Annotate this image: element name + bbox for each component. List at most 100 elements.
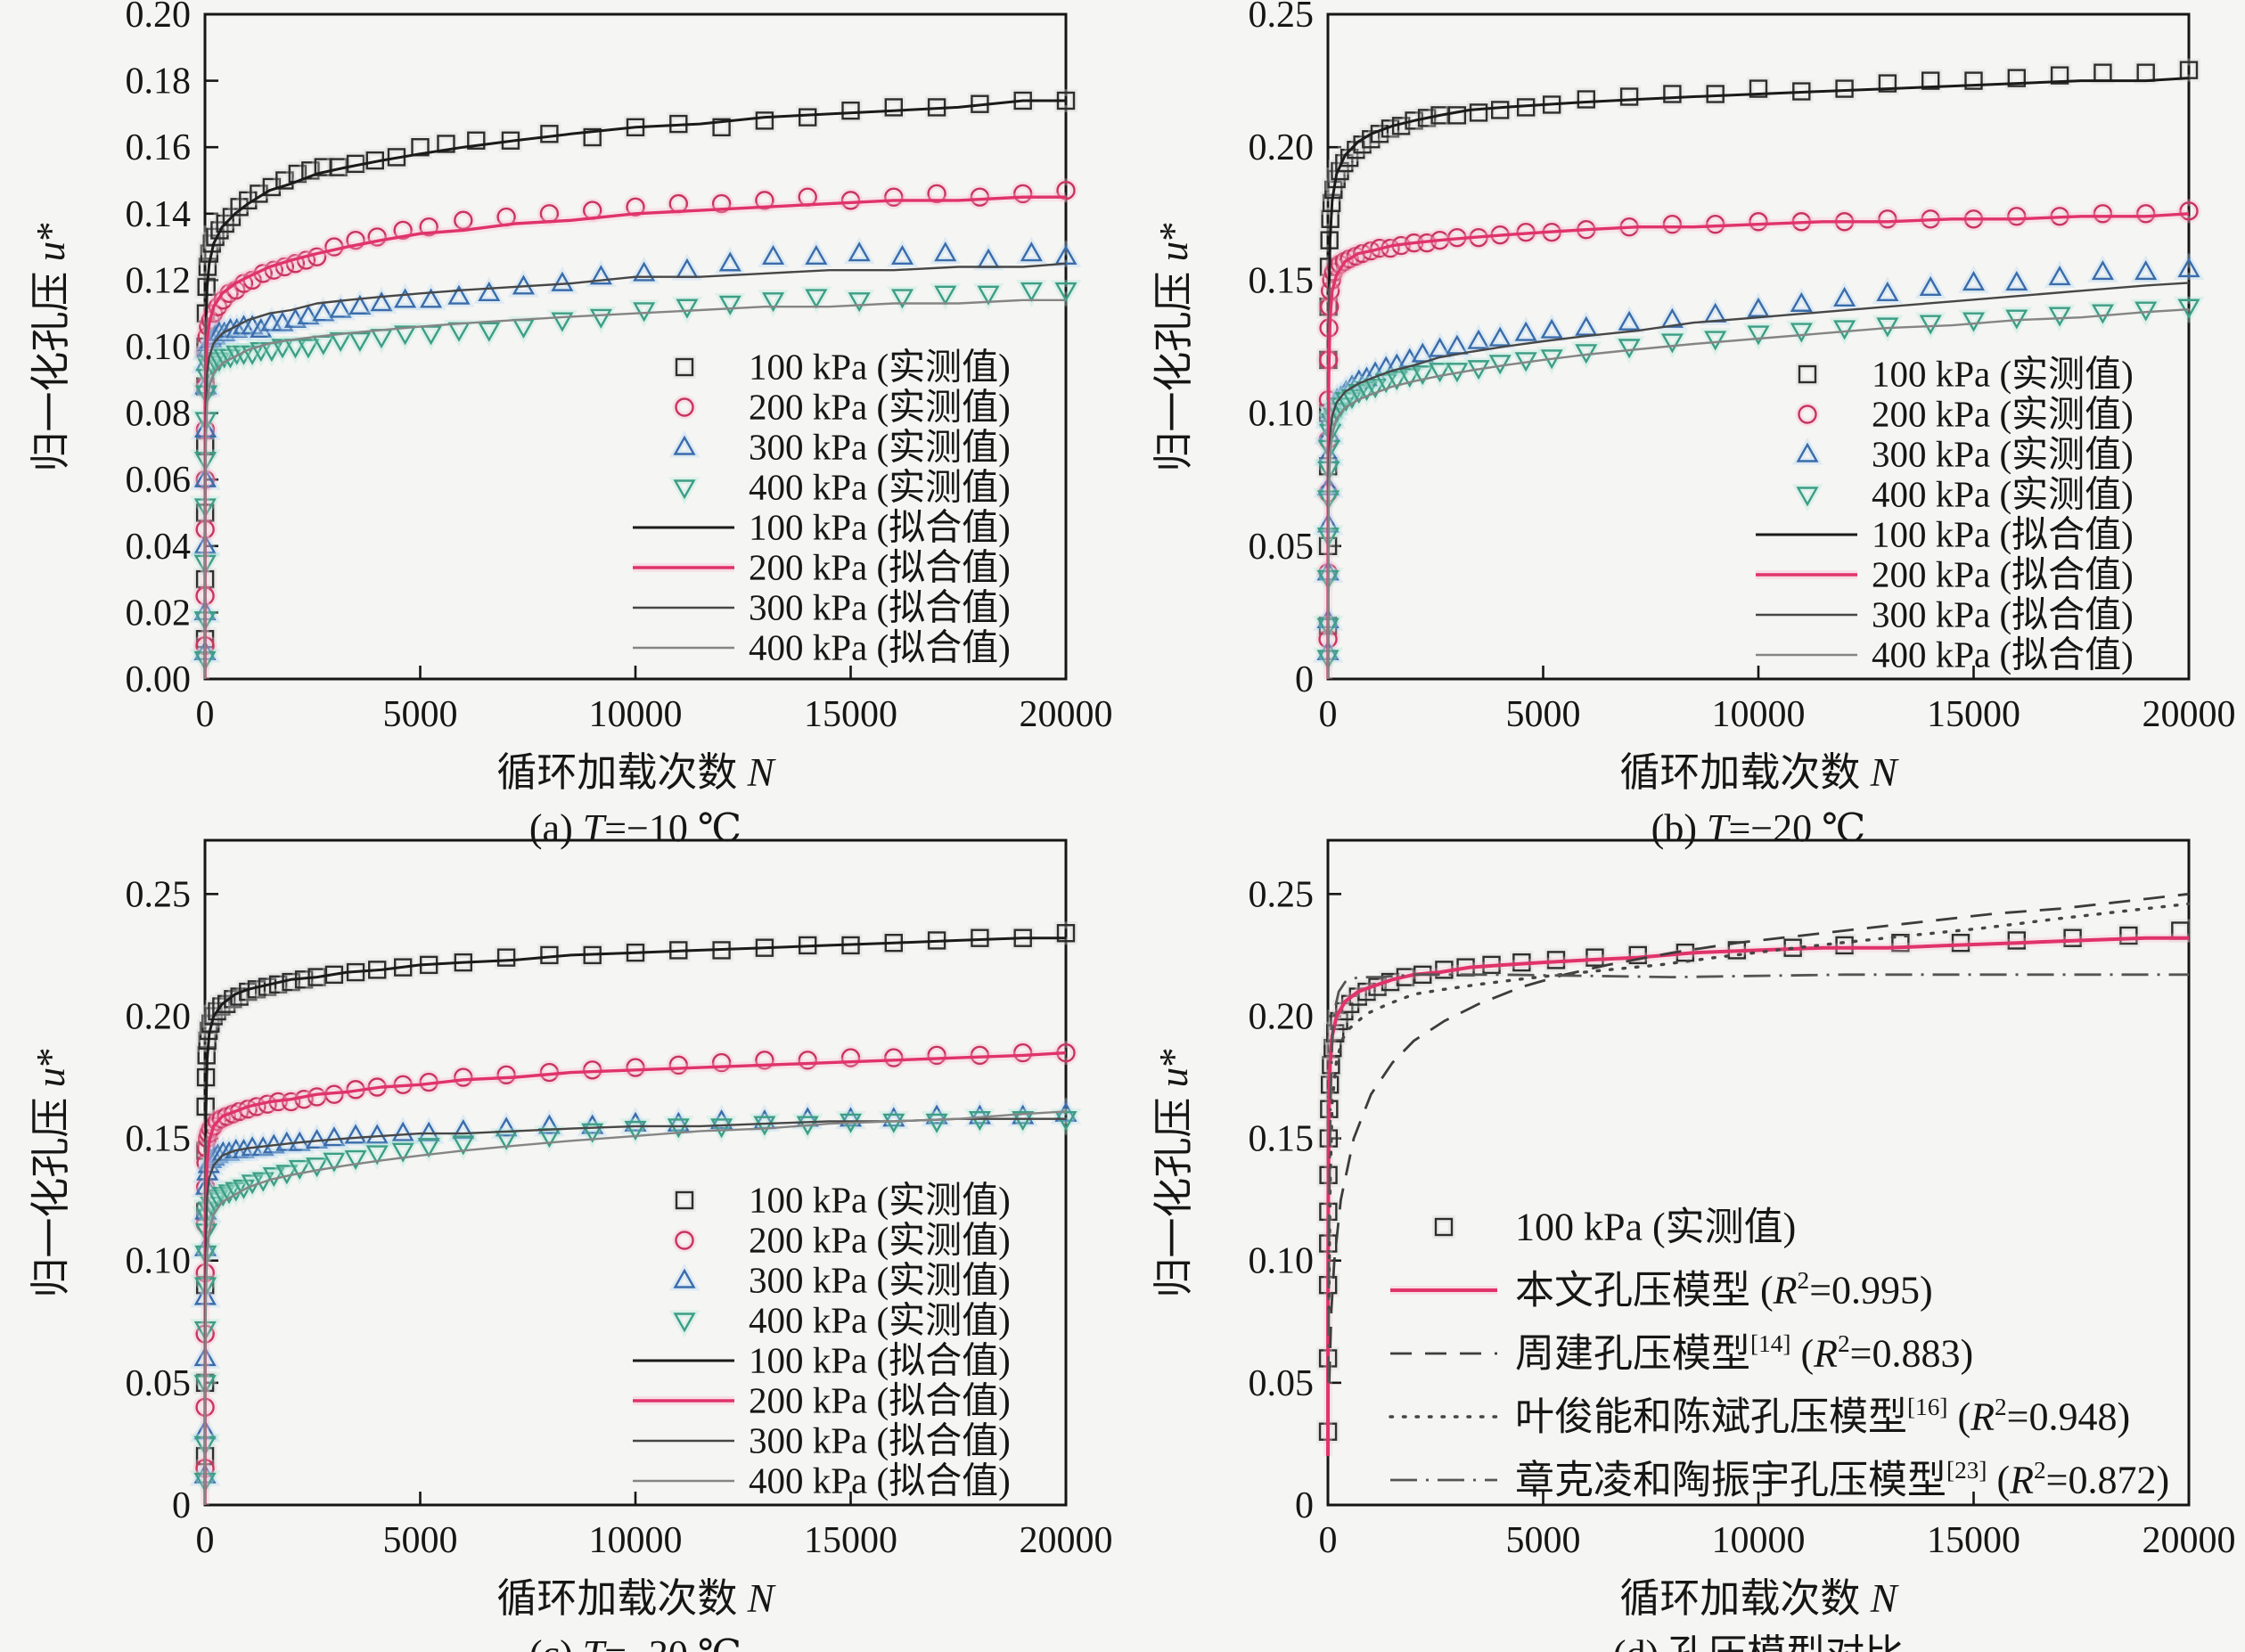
legend-item-zhangkeling-taozhenyu-model: 章克凌和陶振宇孔压模型[23] (R2=0.872)	[1389, 1457, 2169, 1502]
legend-label: 400 kPa (实测值)	[1872, 474, 2134, 515]
legend-label: 100 kPa (实测值)	[1515, 1206, 1796, 1249]
y-tick-label: 0.10	[1248, 394, 1314, 435]
legend-label: 300 kPa (实测值)	[1872, 434, 2134, 475]
x-axis-label: 循环加载次数 N	[496, 750, 776, 795]
panel-caption: (b) T=−20 ℃	[1651, 806, 1865, 850]
y-axis-label: 归一化孔压 u*	[1151, 1047, 1196, 1297]
legend-item-200kpa-measured: 200 kPa (实测值)	[672, 1220, 1011, 1261]
y-tick-label: 0.15	[1248, 260, 1314, 301]
legend-item-200kpa-fitted: 200 kPa (拟合值)	[633, 1380, 1011, 1421]
legend-item-400kpa-fitted: 400 kPa (拟合值)	[633, 1460, 1011, 1501]
panel-caption: (c) T=−30 ℃	[529, 1632, 742, 1652]
series-300kpa-fitted	[203, 262, 1067, 680]
x-tick-label: 5000	[383, 1520, 458, 1561]
legend-label: 400 kPa (实测值)	[749, 1300, 1011, 1341]
series-200kpa-fitted	[1323, 209, 2189, 680]
legend-label: 100 kPa (拟合值)	[1872, 514, 2134, 555]
legend-item-300kpa-fitted: 300 kPa (拟合值)	[633, 587, 1011, 628]
series-zhoujian-model	[1327, 892, 2189, 1383]
legend-item-100kpa-fitted: 100 kPa (拟合值)	[633, 507, 1011, 548]
y-tick-label: 0.05	[1248, 527, 1314, 568]
series-yejunneng-chenbin-model	[1326, 902, 2191, 1312]
series-400kpa-fitted	[203, 299, 1066, 680]
y-tick-label: 0.20	[126, 996, 192, 1037]
y-tick-label: 0.10	[1248, 1241, 1314, 1282]
series-200kpa-fitted	[201, 192, 1066, 680]
legend-item-300kpa-measured: 300 kPa (实测值)	[668, 1260, 1011, 1301]
axis: 0 5000 10000 15000 20000 0 0.05 0.10 0.15 0.20 0.2…	[1151, 838, 2235, 1652]
series-100kpa-fitted	[1326, 77, 2189, 680]
legend-item-200kpa-fitted: 200 kPa (拟合值)	[1755, 554, 2134, 595]
legend-label: 100 kPa (拟合值)	[749, 507, 1011, 548]
legend-label: 300 kPa (实测值)	[749, 427, 1011, 468]
series-100kpa-fitted	[203, 99, 1066, 680]
panel-d: 0 5000 10000 15000 20000 0 0.05 0.10 0.15 0.20 0.2…	[1123, 826, 2245, 1652]
y-tick-label: 0.20	[1248, 996, 1314, 1037]
x-axis-label: 循环加载次数 N	[496, 1576, 776, 1621]
legend-label: 200 kPa (拟合值)	[1872, 554, 2134, 595]
axis: 0 5000 10000 15000 20000 0 0.05 0.10 0.15 0.20 0.2…	[29, 838, 1113, 1652]
series-layer	[1312, 58, 2204, 680]
panel-a: 0 5000 10000 15000 20000 0.00 0.02 0.04 0.06 0.08…	[0, 0, 1122, 850]
legend-item-400kpa-fitted: 400 kPa (拟合值)	[1755, 634, 2134, 675]
series-layer	[1315, 892, 2192, 1457]
legend-label: 200 kPa (实测值)	[1872, 394, 2134, 435]
series-400kpa-fitted	[203, 1110, 1067, 1506]
y-tick-label: 0.18	[126, 61, 192, 102]
y-tick-label: 0.05	[126, 1363, 192, 1404]
legend-item-400kpa-fitted: 400 kPa (拟合值)	[633, 627, 1011, 668]
y-tick-label: 0.05	[1248, 1363, 1314, 1404]
legend-label: 200 kPa (实测值)	[749, 1220, 1011, 1261]
x-tick-label: 15000	[1927, 1520, 2020, 1561]
legend-item-100kpa-measured: 100 kPa (实测值)	[673, 347, 1011, 388]
y-tick-label: 0.15	[1248, 1119, 1314, 1160]
legend-item-300kpa-measured: 300 kPa (实测值)	[668, 427, 1011, 468]
series-100kpa-measured	[1315, 919, 2192, 1443]
chart-a: 0 5000 10000 15000 20000 0.00 0.02 0.04 0.06 0.08…	[29, 0, 1113, 850]
x-axis-label: 循环加载次数 N	[1619, 750, 1899, 795]
x-tick-label: 5000	[383, 694, 458, 735]
x-tick-label: 20000	[1020, 694, 1113, 735]
panel-b: 0 5000 10000 15000 20000 0 0.05 0.10 0.15 0.20 0.2…	[1123, 0, 2245, 850]
y-tick-label: 0.02	[126, 593, 192, 634]
x-tick-label: 20000	[2142, 1520, 2235, 1561]
panel-caption: (d) 孔压模型对比	[1612, 1632, 1903, 1652]
y-tick-label: 0.12	[126, 260, 192, 301]
y-tick-label: 0.08	[126, 394, 192, 435]
legend-item-200kpa-measured: 200 kPa (实测值)	[672, 387, 1011, 428]
y-tick-label: 0	[172, 1485, 191, 1526]
legend-label: 100 kPa (实测值)	[749, 1180, 1011, 1221]
legend-label: 400 kPa (拟合值)	[749, 1460, 1011, 1501]
legend-item-300kpa-fitted: 300 kPa (拟合值)	[1755, 594, 2134, 635]
legend-item-200kpa-measured: 200 kPa (实测值)	[1795, 394, 2134, 435]
legend-item-200kpa-fitted: 200 kPa (拟合值)	[633, 547, 1011, 588]
y-tick-label: 0	[1295, 1485, 1314, 1526]
legend-item-100kpa-measured: 100 kPa (实测值)	[1431, 1206, 1796, 1249]
chart-c: 0 5000 10000 15000 20000 0 0.05 0.10 0.15 0.20 0.2…	[29, 838, 1113, 1652]
legend-label: 400 kPa (拟合值)	[1872, 634, 2134, 675]
series-400kpa-fitted	[1326, 308, 2189, 680]
y-axis-label: 归一化孔压 u*	[29, 1047, 73, 1297]
y-tick-label: 0.25	[126, 874, 192, 915]
y-tick-label: 0.14	[126, 194, 192, 235]
x-tick-label: 5000	[1505, 694, 1580, 735]
series-300kpa-fitted	[203, 1117, 1066, 1506]
x-axis-label: 循环加载次数 N	[1619, 1576, 1899, 1621]
series-300kpa-fitted	[1326, 282, 2189, 680]
legend: 100 kPa (实测值)200 kPa (实测值)300 kPa (实测值) 4…	[633, 347, 1011, 668]
legend-item-300kpa-measured: 300 kPa (实测值)	[1791, 434, 2134, 475]
x-tick-label: 15000	[1927, 694, 2020, 735]
x-tick-label: 5000	[1505, 1520, 1580, 1561]
y-tick-label: 0.10	[126, 327, 192, 368]
y-tick-label: 0.15	[126, 1119, 192, 1160]
panel-c: 0 5000 10000 15000 20000 0 0.05 0.10 0.15 0.20 0.2…	[0, 826, 1122, 1652]
legend-label: 300 kPa (拟合值)	[749, 587, 1011, 628]
legend-item-400kpa-measured: 400 kPa (实测值)	[668, 1300, 1011, 1341]
legend-label: 300 kPa (拟合值)	[1872, 594, 2134, 635]
x-tick-label: 0	[1318, 694, 1337, 735]
series-layer	[189, 88, 1082, 680]
y-tick-label: 0.00	[126, 659, 192, 700]
legend-label: 100 kPa (实测值)	[749, 347, 1011, 388]
x-tick-label: 20000	[1020, 1520, 1113, 1561]
legend-item-100kpa-fitted: 100 kPa (拟合值)	[633, 1340, 1011, 1381]
